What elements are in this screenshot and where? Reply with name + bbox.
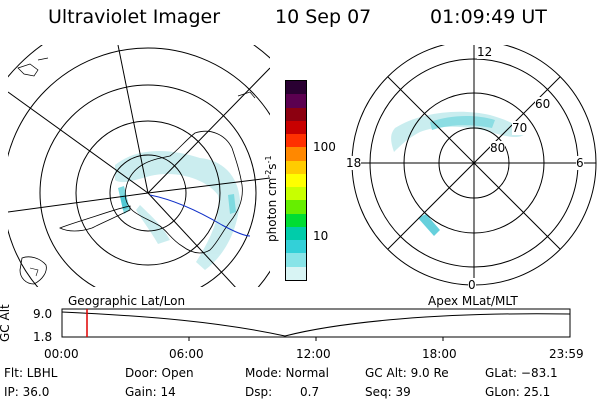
seq-info: Seq: 39 bbox=[365, 385, 411, 399]
timeline-xtick-1800: 18:00 bbox=[422, 347, 457, 361]
lat-80-label: 80 bbox=[490, 141, 506, 155]
colorbar-segment bbox=[286, 173, 306, 188]
timeline-ytick-1-8: 1.8 bbox=[33, 330, 53, 344]
colorbar-unit-label: photon cm-2s-1 bbox=[264, 155, 279, 242]
timeline-xtick-1200: 12:00 bbox=[296, 347, 331, 361]
colorbar-segment bbox=[286, 160, 306, 174]
right-panel-label: Apex MLat/MLT bbox=[428, 294, 518, 308]
glat-info: GLat: −83.1 bbox=[485, 366, 558, 380]
colorbar-segment bbox=[286, 187, 306, 201]
colorbar-segment bbox=[286, 81, 306, 95]
timeline-ylabel: GC Alt bbox=[0, 304, 12, 342]
mlt-12-label: 12 bbox=[477, 45, 493, 59]
colorbar-segment bbox=[286, 266, 306, 280]
time-label: 01:09:49 UT bbox=[430, 6, 547, 28]
colorbar-segment bbox=[286, 94, 306, 108]
app-title: Ultraviolet Imager bbox=[48, 6, 221, 28]
colorbar-segment bbox=[286, 147, 306, 161]
glon-info: GLon: 25.1 bbox=[485, 385, 551, 399]
mlt-0-label: 0 bbox=[468, 278, 476, 292]
colorbar-segment bbox=[286, 200, 306, 214]
colorbar-segment bbox=[286, 253, 306, 267]
ip-info: IP: 36.0 bbox=[4, 385, 50, 399]
colorbar-segment bbox=[286, 134, 306, 148]
colorbar-segment bbox=[286, 213, 306, 227]
mlt-18-label: 18 bbox=[346, 156, 362, 170]
mlt-6-label: 6 bbox=[576, 156, 584, 170]
colorbar-segment bbox=[286, 120, 306, 135]
door-info: Door: Open bbox=[125, 366, 194, 380]
timeline-ytick-9: 9.0 bbox=[33, 307, 53, 321]
left-panel-label: Geographic Lat/Lon bbox=[68, 294, 186, 308]
dsp-label: Dsp: bbox=[245, 385, 273, 399]
gain-info: Gain: 14 bbox=[125, 385, 176, 399]
colorbar-segment bbox=[286, 226, 306, 241]
colorbar-segment bbox=[286, 240, 306, 254]
date-label: 10 Sep 07 bbox=[275, 6, 372, 28]
timeline-xtick-0000: 00:00 bbox=[44, 347, 79, 361]
gc-alt-info: GC Alt: 9.0 Re bbox=[365, 366, 449, 380]
geographic-map bbox=[8, 45, 270, 287]
lat-70-label: 70 bbox=[512, 121, 528, 135]
magnetic-polar-plot bbox=[351, 45, 597, 286]
timeline-xtick-0600: 06:00 bbox=[169, 347, 204, 361]
mode-info: Mode: Normal bbox=[245, 366, 329, 380]
dsp-value: 0.7 bbox=[300, 385, 320, 399]
colorbar-segment bbox=[286, 107, 306, 121]
colorbar bbox=[285, 80, 307, 281]
lat-60-label: 60 bbox=[535, 97, 551, 111]
colorbar-tick-10: 10 bbox=[313, 229, 329, 243]
colorbar-tick-100: 100 bbox=[313, 140, 336, 154]
timeline-xtick-2359: 23:59 bbox=[549, 347, 584, 361]
filter-info: Flt: LBHL bbox=[4, 366, 58, 380]
